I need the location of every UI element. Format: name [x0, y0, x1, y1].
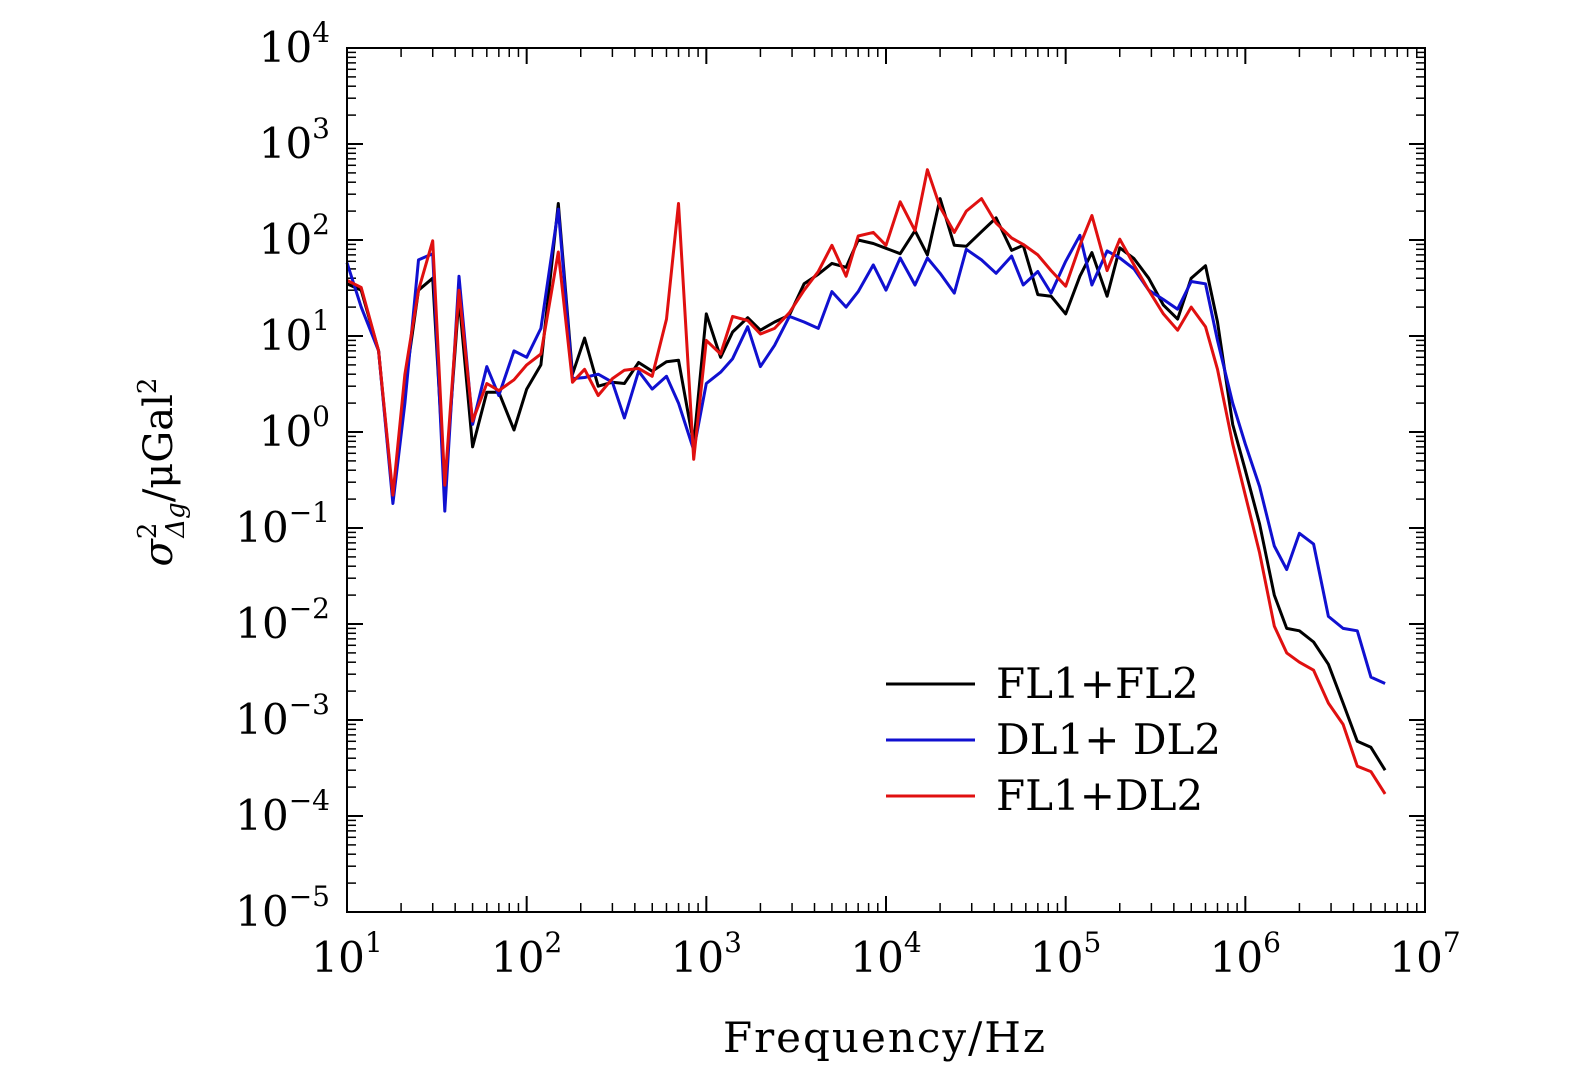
series-layer: [345, 168, 1387, 795]
x-tick-label: 102: [491, 926, 562, 982]
plot-frame: [346, 47, 1426, 913]
x-tick-label: 106: [1210, 926, 1281, 982]
y-tick-label: 10−3: [235, 688, 330, 744]
series-line-2: [345, 207, 1386, 685]
y-axis-label-sub: Δg: [161, 502, 191, 538]
y-tick-label: 10−4: [235, 784, 330, 840]
y-tick-label: 103: [259, 112, 330, 168]
y-tick-label: 100: [259, 400, 330, 456]
legend-label-3: FL1+DL2: [996, 771, 1203, 820]
y-axis-label: σ2Δg/μGal2: [133, 378, 191, 567]
y-axis-label-sup: 2: [133, 523, 163, 540]
y-tick-label: 104: [259, 16, 330, 72]
y-axis-label-unit: /μGal: [136, 394, 182, 502]
x-tick-label: 105: [1030, 926, 1101, 982]
series-line-3: [346, 168, 1387, 795]
x-axis-label: Frequency/Hz: [723, 1013, 1047, 1062]
y-axis-label-unit-sup: 2: [133, 378, 163, 395]
x-tick-label: 107: [1389, 926, 1460, 982]
y-tick-labels: 10−5 10−4 10−3 10−2 10−1 100 101 102 103 104: [235, 16, 330, 936]
legend-label-1: FL1+FL2: [996, 659, 1199, 708]
y-tick-label: 102: [259, 208, 330, 264]
y-tick-label: 101: [259, 304, 330, 360]
major-ticks: [346, 47, 1426, 913]
x-tick-label: 103: [671, 926, 742, 982]
x-tick-labels: 101 102 103 104 105 106 107: [311, 926, 1460, 982]
y-tick-label: 10−5: [235, 880, 330, 936]
y-tick-label: 10−1: [235, 496, 330, 552]
minor-ticks: [347, 48, 1425, 912]
y-tick-label: 10−2: [235, 592, 330, 648]
series-line-1: [346, 197, 1387, 771]
legend: FL1+FL2 DL1+ DL2 FL1+DL2: [886, 659, 1221, 820]
x-tick-label: 104: [850, 926, 921, 982]
legend-label-2: DL1+ DL2: [996, 715, 1221, 764]
x-tick-label: 101: [311, 926, 382, 982]
y-axis-label-symbol: σ: [136, 537, 182, 566]
